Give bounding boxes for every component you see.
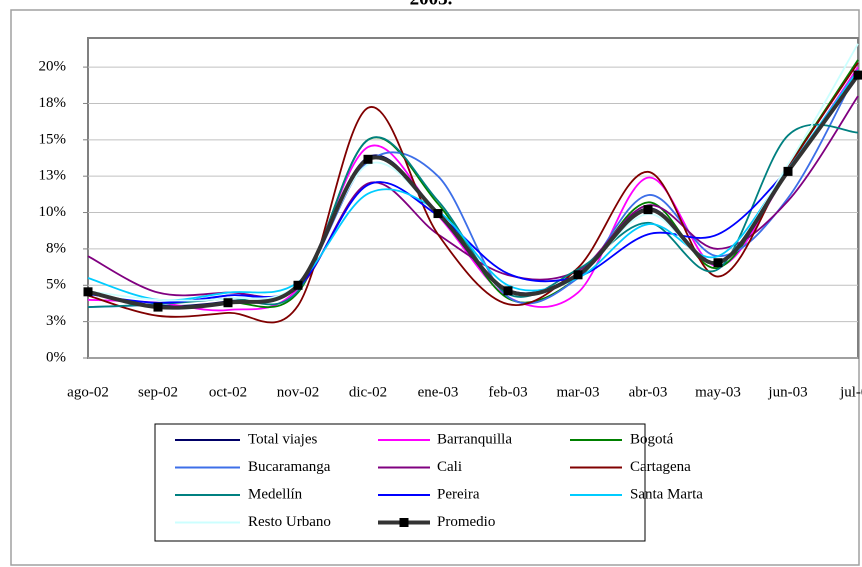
data-point — [83, 287, 93, 297]
x-tick-label: abr-03 — [629, 384, 668, 400]
legend-label: Bucaramanga — [248, 459, 331, 475]
legend-label: Bogotá — [630, 431, 674, 447]
data-point — [853, 70, 862, 80]
series-line — [87, 62, 859, 324]
chart-title: 2003. — [410, 0, 453, 9]
legend-label: Total viajes — [248, 431, 318, 447]
data-point — [433, 209, 443, 219]
legend-label: Santa Marta — [630, 486, 703, 502]
legend-marker — [399, 518, 409, 527]
x-tick-label: jul-03 — [839, 384, 862, 400]
data-point — [783, 166, 793, 176]
legend-label: Cali — [437, 459, 462, 475]
legend-label: Promedio — [437, 514, 495, 530]
x-tick-label: feb-03 — [488, 384, 527, 400]
data-point — [153, 302, 163, 312]
x-tick-label: nov-02 — [277, 384, 320, 400]
data-point — [713, 258, 723, 268]
x-tick-label: mar-03 — [556, 384, 599, 400]
y-tick-label: 10% — [39, 204, 67, 220]
series-line — [87, 73, 859, 304]
data-point — [363, 154, 373, 164]
x-tick-label: ago-02 — [67, 384, 109, 400]
x-tick-label: may-03 — [695, 384, 741, 400]
legend-label: Medellín — [248, 486, 303, 502]
data-point — [293, 280, 303, 290]
legend-label: Pereira — [437, 486, 480, 502]
data-point — [503, 286, 513, 296]
y-tick-label: 5% — [46, 277, 66, 293]
x-tick-label: dic-02 — [349, 384, 387, 400]
legend-label: Resto Urbano — [248, 514, 331, 530]
legend-label: Barranquilla — [437, 431, 512, 447]
y-tick-label: 3% — [46, 313, 66, 329]
x-tick-label: jun-03 — [767, 384, 807, 400]
y-tick-label: 20% — [39, 59, 67, 75]
y-tick-label: 8% — [46, 240, 66, 256]
series-line — [87, 69, 859, 302]
x-tick-label: sep-02 — [138, 384, 178, 400]
data-point — [643, 205, 653, 215]
x-tick-label: ene-03 — [418, 384, 459, 400]
y-tick-label: 15% — [39, 131, 67, 147]
legend-label: Cartagena — [630, 459, 691, 475]
x-tick-label: oct-02 — [209, 384, 247, 400]
data-point — [573, 270, 583, 280]
data-point — [223, 298, 233, 308]
y-tick-label: 13% — [39, 168, 67, 184]
y-tick-label: 18% — [39, 95, 67, 111]
y-tick-label: 0% — [46, 349, 66, 365]
